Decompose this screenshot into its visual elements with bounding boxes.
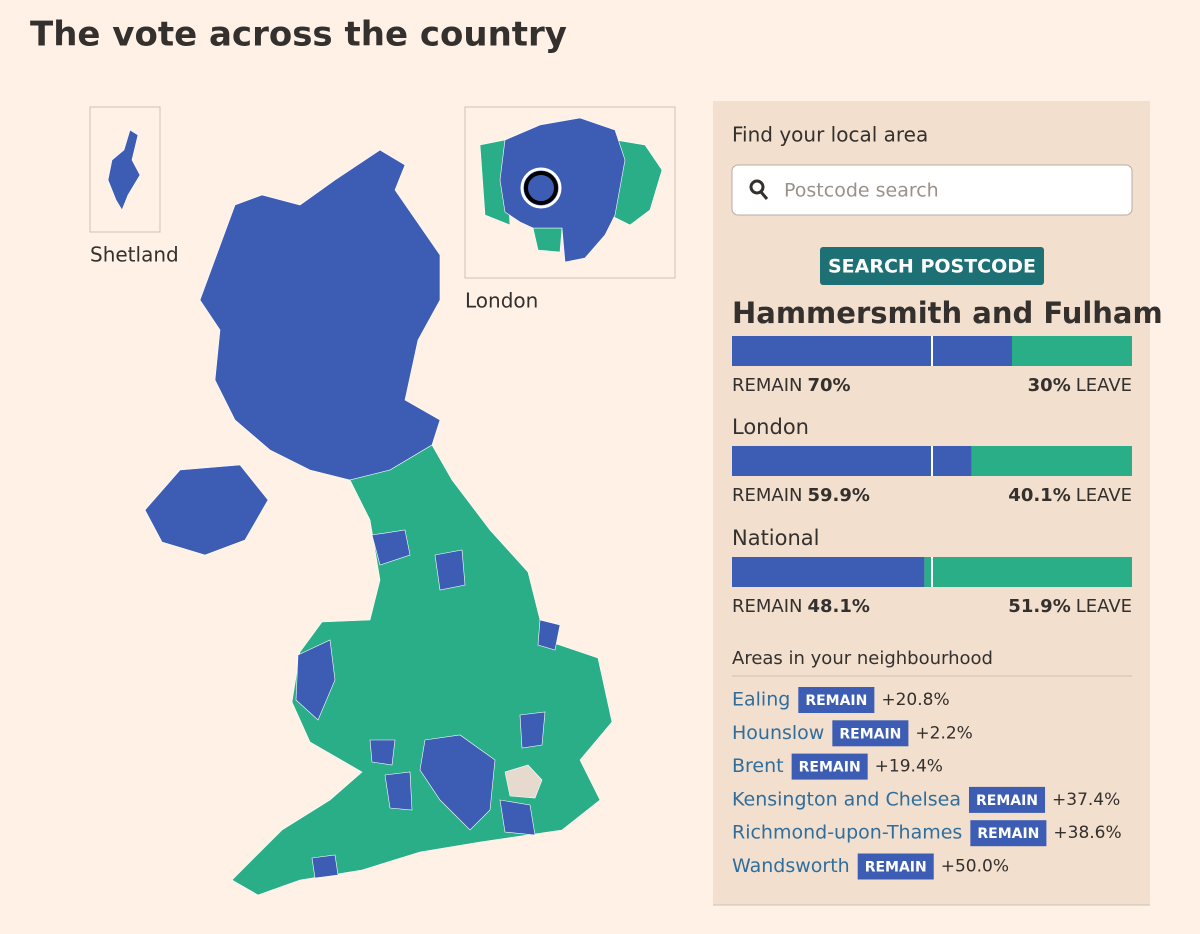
- northern-ireland: [144, 464, 269, 556]
- search-icon: [759, 191, 769, 200]
- neighbourhood-title: Areas in your neighbourhood: [732, 648, 993, 669]
- leave-label: 30% LEAVE: [1028, 375, 1132, 396]
- remain-badge: [791, 753, 868, 780]
- badge-label: REMAIN: [839, 726, 901, 742]
- margin: +20.8%: [881, 690, 949, 710]
- remain-label: REMAIN 70%: [732, 375, 851, 396]
- margin: +19.4%: [875, 757, 943, 777]
- margin: +38.6%: [1053, 823, 1121, 843]
- london-remain: [499, 117, 626, 263]
- leave-word: LEAVE: [1076, 596, 1132, 617]
- remain-bar: [732, 557, 925, 587]
- badge-label: REMAIN: [799, 760, 861, 776]
- remain-word: REMAIN: [732, 596, 803, 617]
- shetland: [107, 129, 141, 211]
- inset-label: London: [465, 289, 538, 313]
- search-box[interactable]: [731, 164, 1133, 216]
- remain-word: REMAIN: [732, 375, 803, 396]
- search-button[interactable]: [820, 247, 1044, 285]
- remain-badge: [970, 820, 1047, 847]
- inset-frame: [464, 106, 676, 279]
- remain-share: 70%: [808, 375, 851, 396]
- leave-word: LEAVE: [1076, 375, 1132, 396]
- search-icon: [749, 179, 765, 195]
- badge-label: REMAIN: [976, 793, 1038, 809]
- remain-label: REMAIN 48.1%: [732, 596, 870, 617]
- remain-bar: [732, 336, 1012, 366]
- find-label: Find your local area: [732, 123, 928, 147]
- remain-badge: [798, 687, 875, 713]
- leave-bar: [971, 446, 1132, 476]
- selected-area: [524, 171, 558, 205]
- leave-bar: [1012, 336, 1132, 366]
- leave-share: 51.9%: [1008, 596, 1070, 617]
- leave-label: 51.9% LEAVE: [1008, 596, 1132, 617]
- area-link[interactable]: Kensington and Chelsea: [732, 788, 961, 810]
- inset-label: Shetland: [90, 243, 179, 267]
- result-title: National: [732, 526, 820, 550]
- remain-share: 48.1%: [808, 596, 870, 617]
- margin: +37.4%: [1052, 790, 1120, 810]
- leave-label: 40.1% LEAVE: [1008, 485, 1132, 506]
- remain-areas: [295, 529, 561, 879]
- area-link[interactable]: Wandsworth: [732, 855, 850, 877]
- remain-badge: [857, 853, 934, 880]
- leave-share: 40.1%: [1008, 485, 1070, 506]
- area-link[interactable]: Ealing: [732, 689, 790, 711]
- remain-badge: [832, 720, 909, 747]
- result-title: London: [732, 415, 809, 439]
- search-placeholder: Postcode search: [784, 180, 939, 202]
- margin: +50.0%: [941, 857, 1009, 877]
- leave-word: LEAVE: [1076, 485, 1132, 506]
- inset-frame: [89, 106, 161, 233]
- area-link[interactable]: Brent: [732, 755, 784, 777]
- uk-map: Shetland London: [89, 106, 676, 896]
- remain-word: REMAIN: [732, 485, 803, 506]
- remain-share: 59.9%: [808, 485, 870, 506]
- scotland: [199, 149, 441, 481]
- london-region: [504, 764, 543, 799]
- margin: +2.2%: [915, 723, 972, 743]
- page-title: The vote across the country: [30, 15, 567, 55]
- leave-share: 30%: [1028, 375, 1071, 396]
- area-link[interactable]: Hounslow: [732, 722, 824, 744]
- selected-area-ring: [520, 167, 562, 209]
- badge-label: REMAIN: [977, 826, 1039, 842]
- result-title: Hammersmith and Fulham: [732, 296, 1163, 330]
- remain-bar: [732, 446, 972, 476]
- search-panel: [713, 101, 1150, 905]
- remain-label: REMAIN 59.9%: [732, 485, 870, 506]
- badge-label: REMAIN: [865, 860, 927, 876]
- leave-bar: [924, 557, 1132, 587]
- badge-label: REMAIN: [805, 693, 867, 709]
- area-link[interactable]: Richmond-upon-Thames: [732, 822, 962, 844]
- search-button-label: SEARCH POSTCODE: [828, 256, 1036, 278]
- remain-badge: [968, 786, 1046, 813]
